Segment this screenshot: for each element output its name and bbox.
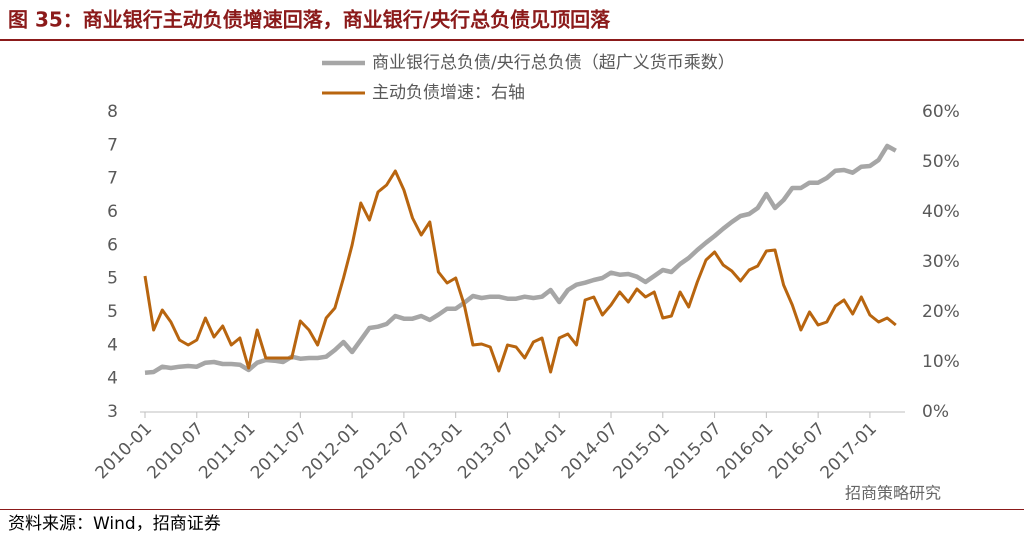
x-tick-label: 2011-01	[195, 419, 259, 483]
y2-tick-label: 10%	[922, 352, 960, 372]
x-tick-label: 2015-01	[610, 419, 674, 483]
y2-tick-label: 60%	[922, 102, 960, 122]
watermark: 招商策略研究	[845, 484, 941, 503]
y-tick-label: 5	[107, 302, 118, 322]
source: 资料来源：Wind，招商证券	[8, 514, 221, 534]
y-tick-label: 6	[107, 202, 118, 222]
x-tick-label: 2013-01	[402, 419, 466, 483]
y2-tick-label: 50%	[922, 152, 960, 172]
series-line	[144, 143, 897, 375]
x-tick-label: 2013-07	[454, 419, 518, 483]
y2-tick-label: 40%	[922, 202, 960, 222]
x-tick-label: 2012-07	[351, 419, 415, 483]
y2-tick-label: 20%	[922, 302, 960, 322]
x-tick-label: 2015-07	[661, 419, 725, 483]
series-line	[143, 169, 897, 374]
chart-title: 图 35：商业银行主动负债增速回落，商业银行/央行总负债见顶回落	[8, 8, 611, 32]
x-tick-label: 2012-01	[299, 419, 363, 483]
x-tick-label: 2010-01	[92, 419, 156, 483]
y-tick-label: 7	[107, 135, 118, 155]
y-tick-label: 7	[107, 169, 118, 189]
legend-label: 主动负债增速：右轴	[372, 83, 525, 103]
x-tick-label: 2014-01	[506, 419, 570, 483]
x-tick-label: 2016-07	[765, 419, 829, 483]
y-tick-label: 4	[107, 369, 118, 389]
title-rule	[0, 39, 1024, 41]
x-tick-label: 2011-07	[247, 419, 311, 483]
y2-tick-label: 0%	[922, 402, 949, 422]
y-tick-label: 6	[107, 235, 118, 255]
legend-label: 商业银行总负债/央行总负债（超广义货币乘数）	[372, 53, 735, 73]
x-tick-label: 2010-07	[143, 419, 207, 483]
x-tick-label: 2016-01	[713, 419, 777, 483]
y-tick-label: 5	[107, 269, 118, 289]
x-tick-label: 2017-01	[817, 419, 881, 483]
source-rule	[0, 509, 1024, 510]
y-tick-label: 8	[107, 102, 118, 122]
y-tick-label: 3	[107, 402, 118, 422]
x-tick-label: 2014-07	[558, 419, 622, 483]
y2-tick-label: 30%	[922, 252, 960, 272]
y-tick-label: 4	[107, 335, 118, 355]
